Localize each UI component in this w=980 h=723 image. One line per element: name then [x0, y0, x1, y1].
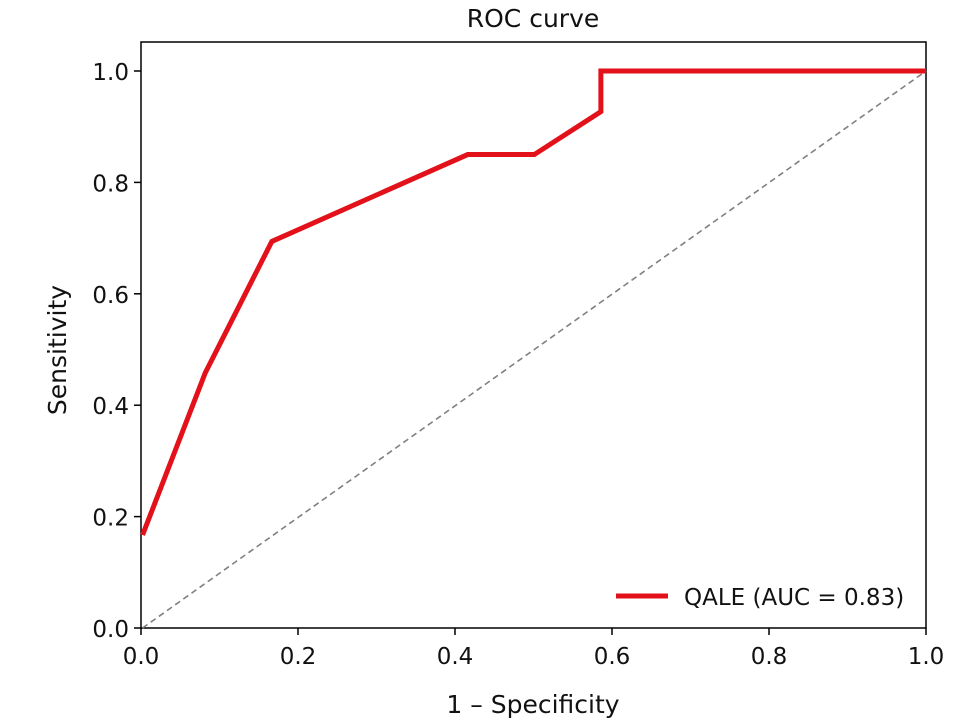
- plot-frame: [140, 41, 927, 629]
- plot-area: 0.0 0.2 0.4 0.6 0.8 1.0 0.0 0.2 0.4 0.6 0.8 1.0 QALE…: [92, 41, 945, 670]
- y-tick-label: 0.0: [92, 617, 129, 643]
- y-tick-label: 0.6: [92, 283, 129, 309]
- y-tick-label: 0.4: [92, 394, 129, 420]
- x-tick-label: 0.0: [123, 644, 160, 670]
- legend-label: QALE (AUC = 0.83): [684, 585, 904, 611]
- roc-series-line: [140, 68, 926, 536]
- y-tick-label: 0.2: [92, 506, 129, 532]
- chart-title: ROC curve: [467, 4, 600, 33]
- y-axis-label: Sensitivity: [43, 285, 72, 415]
- x-tick-label: 0.4: [437, 644, 474, 670]
- reference-diagonal-line: [142, 70, 927, 629]
- x-tick-label: 0.8: [751, 644, 788, 670]
- x-tick-label: 0.6: [594, 644, 631, 670]
- y-tick-label: 0.8: [92, 171, 129, 197]
- x-tick-label: 0.2: [280, 644, 317, 670]
- x-axis-label: 1 – Specificity: [446, 690, 619, 719]
- x-tick-label: 1.0: [908, 644, 945, 670]
- y-tick-label: 1.0: [92, 60, 129, 86]
